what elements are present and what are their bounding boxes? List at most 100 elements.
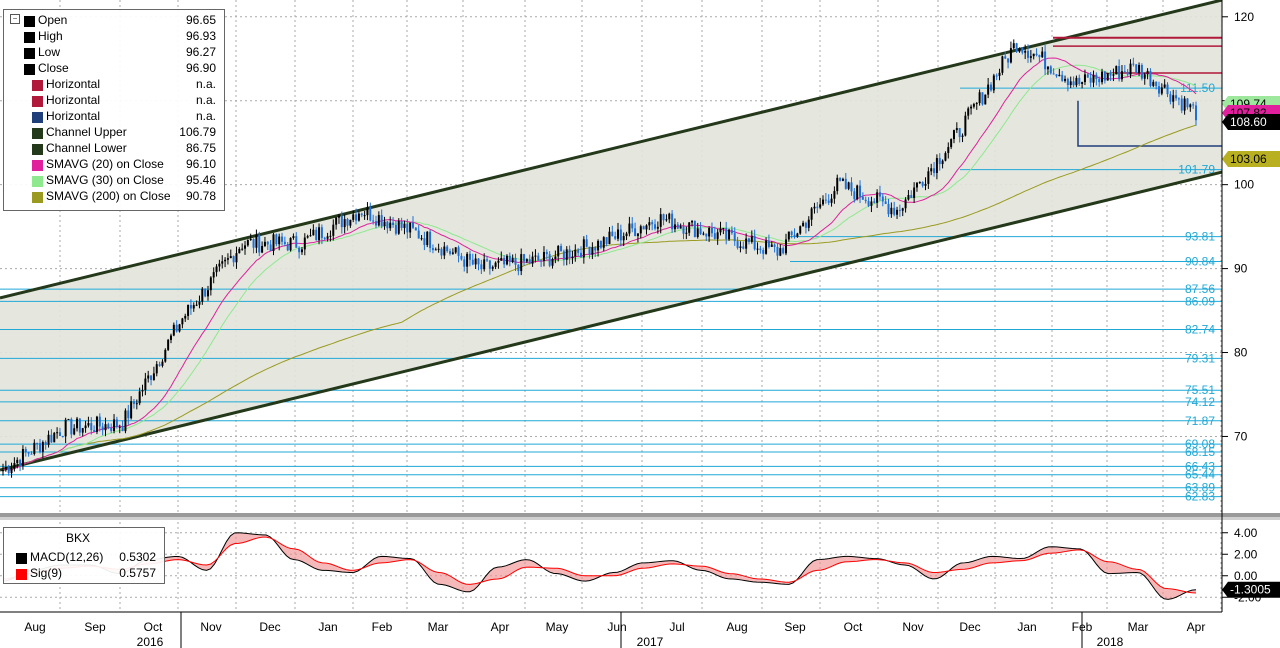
legend-swatch — [32, 128, 43, 139]
candle-body — [850, 182, 853, 192]
candle-body — [548, 254, 551, 266]
candle-body — [449, 251, 452, 254]
month-label: Jan — [1017, 620, 1036, 634]
candle-body — [463, 259, 466, 267]
candle-body — [135, 403, 138, 405]
horizontal-line — [1077, 100, 1222, 147]
legend-label: High — [38, 29, 63, 43]
candle-body — [1192, 104, 1195, 106]
collapse-icon[interactable]: − — [10, 14, 20, 24]
fib-label: 66.43 — [1185, 459, 1215, 473]
candle-body — [155, 364, 158, 374]
candle-body — [374, 221, 377, 226]
candle-body — [1138, 64, 1141, 73]
legend-swatch — [32, 112, 43, 123]
candle-body — [853, 191, 856, 200]
candle-body — [491, 266, 494, 269]
macd-badge — [1222, 581, 1280, 598]
legend-value: 96.93 — [185, 29, 216, 43]
candle-body — [827, 200, 830, 203]
candle-body — [289, 237, 292, 251]
macd-legend-row: MACD(12,26) 0.5302 — [4, 550, 162, 566]
candle-body — [377, 215, 380, 226]
candle-body — [295, 236, 298, 248]
candle-body — [1007, 58, 1010, 63]
candle-body — [588, 246, 591, 255]
year-label: 2018 — [1097, 635, 1124, 648]
legend-value: n.a. — [195, 93, 216, 107]
year-label: 2017 — [637, 635, 664, 648]
legend-swatch — [24, 48, 35, 59]
candle-body — [95, 416, 98, 432]
fib-label: 63.89 — [1185, 481, 1215, 495]
legend-row: Channel Lower 86.75 — [4, 141, 222, 157]
candle-body — [454, 247, 457, 253]
candle-body — [967, 108, 970, 116]
candle-body — [989, 84, 992, 91]
legend-value: 96.90 — [185, 61, 216, 75]
legend-value: 96.10 — [185, 157, 216, 171]
candle-body — [326, 236, 329, 239]
candle-body — [938, 158, 941, 165]
candle-body — [1175, 95, 1178, 99]
candle-body — [486, 259, 489, 261]
candle-body — [1160, 87, 1163, 94]
month-label: Oct — [144, 620, 163, 634]
candle-body — [87, 423, 90, 426]
candle-body — [335, 217, 338, 225]
candle-body — [773, 244, 776, 247]
candle-body — [406, 223, 409, 233]
fib-label: 101.79 — [1178, 163, 1215, 177]
candle-body — [386, 221, 389, 229]
legend-row: Horizontal n.a. — [4, 77, 222, 93]
candle-body — [790, 231, 793, 235]
candle-body — [987, 84, 990, 95]
candle-body — [249, 239, 252, 241]
candle-body — [505, 255, 508, 265]
legend-label: Close — [38, 61, 69, 75]
candle-body — [864, 199, 867, 202]
candle-body — [47, 434, 50, 445]
candle-body — [992, 75, 995, 91]
candle-body — [705, 233, 708, 237]
candle-body — [263, 241, 266, 246]
fib-label: 86.09 — [1185, 294, 1215, 308]
candle-body — [1118, 66, 1121, 80]
candle-body — [1086, 74, 1089, 78]
candle-body — [824, 199, 827, 201]
fib-label: 65.44 — [1185, 468, 1215, 482]
candle-body — [947, 147, 950, 154]
candle-body — [127, 410, 130, 419]
candle-body — [844, 178, 847, 189]
candle-body — [659, 214, 662, 227]
candle-body — [369, 207, 372, 221]
candle-body — [733, 233, 736, 242]
channel-lower-line — [0, 170, 1223, 472]
candle-body — [1064, 78, 1067, 81]
y-tick-label: 90 — [1234, 262, 1248, 276]
candle-body — [466, 253, 469, 267]
candle-body — [1183, 98, 1186, 111]
candle-body — [1106, 73, 1109, 81]
candle-body — [1098, 79, 1101, 83]
candle-body — [457, 247, 460, 256]
month-label: Nov — [200, 620, 221, 634]
candle-body — [833, 191, 836, 199]
candle-body — [269, 244, 272, 251]
candle-body — [144, 378, 147, 391]
candle-body — [924, 183, 927, 186]
candle-body — [318, 227, 321, 240]
candle-body — [303, 237, 306, 250]
candle-body — [730, 229, 733, 234]
candle-body — [762, 250, 765, 254]
candle-body — [446, 246, 449, 252]
candle-body — [747, 238, 750, 242]
candle-body — [10, 468, 13, 474]
candle-body — [1052, 73, 1055, 75]
candle-body — [770, 244, 773, 247]
candle-body — [204, 288, 207, 297]
candle-body — [30, 453, 33, 455]
candle-body — [1038, 55, 1041, 58]
candle-body — [272, 234, 275, 251]
